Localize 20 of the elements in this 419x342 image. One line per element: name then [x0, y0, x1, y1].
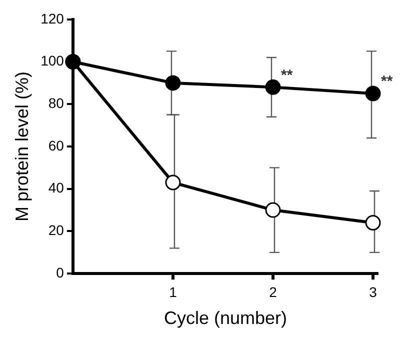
- y-tick-label: 120: [40, 10, 64, 26]
- point: [165, 174, 181, 190]
- point: [265, 79, 281, 95]
- annotation: **: [381, 73, 393, 90]
- x-tick-label: 2: [269, 284, 278, 300]
- annotation: **: [280, 66, 293, 84]
- y-axis-title: M protein level (%): [12, 71, 32, 222]
- y-tick-label: 80: [48, 94, 64, 111]
- point: [365, 86, 381, 102]
- x-tick-label: 3: [369, 284, 378, 300]
- point: [365, 215, 381, 231]
- point: [265, 202, 281, 218]
- y-tick-label: 0: [56, 264, 64, 280]
- y-tick-label: 100: [40, 52, 64, 69]
- y-tick-label: 20: [48, 222, 64, 238]
- y-tick-label: 60: [48, 137, 64, 154]
- point: [165, 75, 181, 91]
- x-axis-title: Cycle (number): [164, 308, 287, 328]
- x-tick-label: 1: [169, 284, 178, 300]
- y-tick-label: 40: [48, 180, 64, 196]
